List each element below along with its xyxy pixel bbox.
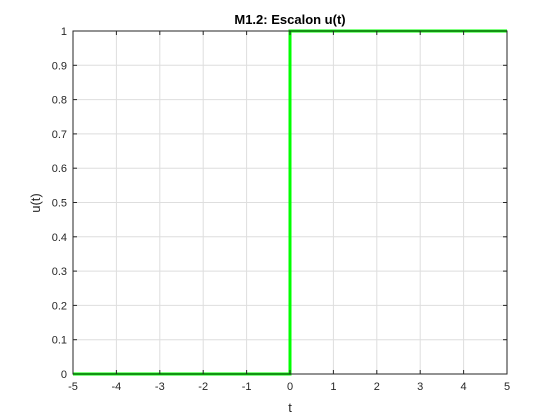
- y-tick-label: 0.5: [52, 198, 67, 210]
- x-tick-label: -4: [112, 381, 122, 393]
- y-tick-label: 0.3: [52, 266, 67, 278]
- y-tick-label: 1: [61, 26, 67, 38]
- y-tick-label: 0.2: [52, 300, 67, 312]
- x-tick-label: 4: [461, 381, 467, 393]
- y-tick-label: 0.6: [52, 163, 67, 175]
- x-tick-label: 1: [330, 381, 336, 393]
- x-axis-label: t: [288, 400, 292, 415]
- chart-title: M1.2: Escalon u(t): [234, 12, 345, 27]
- x-tick-label: -2: [198, 381, 208, 393]
- y-tick-label: 0.7: [52, 129, 67, 141]
- x-tick-label: 0: [287, 381, 293, 393]
- y-tick-label: 0.1: [52, 335, 67, 347]
- y-axis-label: u(t): [28, 193, 43, 213]
- x-ticks: -5 -4 -3 -2 -1 0 1 2 3 4 5: [68, 31, 510, 393]
- y-tick-label: 0.8: [52, 95, 67, 107]
- y-tick-label: 0.4: [52, 232, 67, 244]
- x-tick-label: 3: [417, 381, 423, 393]
- x-tick-label: -5: [68, 381, 78, 393]
- x-tick-label: -1: [242, 381, 252, 393]
- x-tick-label: 5: [504, 381, 510, 393]
- x-tick-label: 2: [374, 381, 380, 393]
- y-tick-label: 0: [61, 369, 67, 381]
- y-tick-label: 0.9: [52, 60, 67, 72]
- y-ticks: 0 0.1 0.2 0.3 0.4 0.5 0.6 0.7 0.8 0.9 1: [52, 26, 507, 381]
- x-tick-label: -3: [155, 381, 165, 393]
